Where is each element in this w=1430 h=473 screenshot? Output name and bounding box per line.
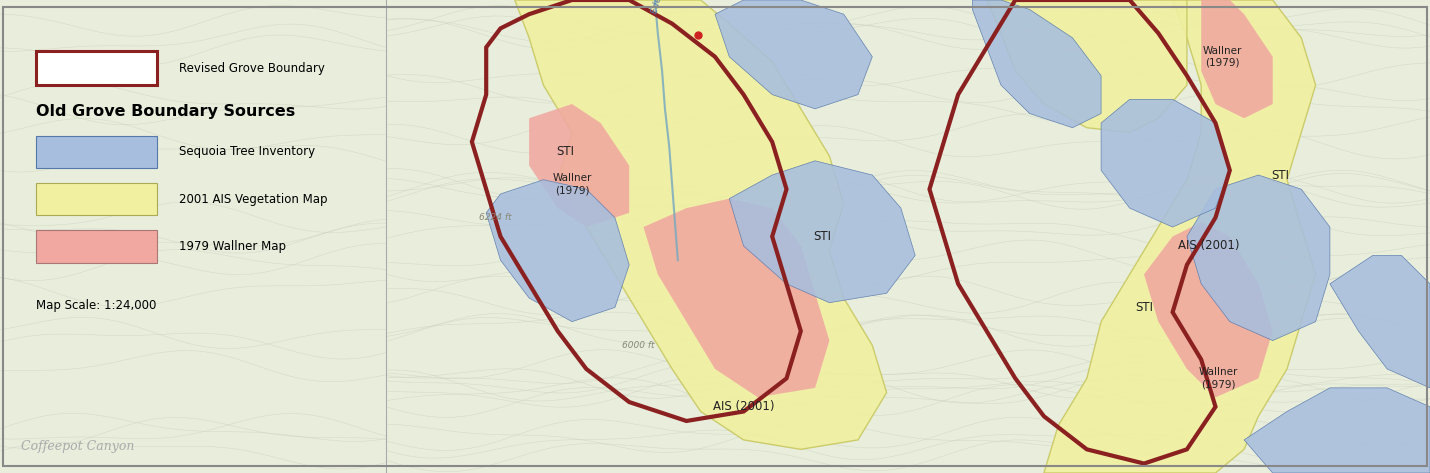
Bar: [36, 183, 157, 215]
Bar: [36, 136, 157, 168]
Text: Revised Grove Boundary: Revised Grove Boundary: [179, 61, 325, 75]
Polygon shape: [715, 0, 872, 109]
Polygon shape: [987, 0, 1187, 132]
Polygon shape: [1187, 175, 1330, 341]
Bar: [36, 51, 157, 85]
Text: 2001 AIS Vegetation Map: 2001 AIS Vegetation Map: [179, 193, 327, 206]
Text: STI: STI: [1271, 168, 1288, 182]
Bar: [36, 230, 157, 263]
Polygon shape: [1330, 255, 1430, 388]
Text: Wallner
(1979): Wallner (1979): [1203, 45, 1243, 68]
Bar: [0, 0, 386, 473]
Text: STI: STI: [556, 145, 573, 158]
Polygon shape: [529, 104, 629, 227]
Text: Coffeepot Canyon: Coffeepot Canyon: [21, 440, 134, 454]
Polygon shape: [1101, 99, 1230, 227]
Text: AIS (2001): AIS (2001): [712, 400, 775, 413]
Text: 1979 Wallner Map: 1979 Wallner Map: [179, 240, 286, 253]
Polygon shape: [1244, 388, 1430, 473]
Polygon shape: [729, 161, 915, 303]
Text: 6000 ft: 6000 ft: [622, 341, 655, 350]
Polygon shape: [1201, 0, 1273, 118]
Text: Wallner
(1979): Wallner (1979): [552, 173, 592, 196]
Text: 6224 ft: 6224 ft: [479, 213, 512, 222]
Text: STI: STI: [1135, 301, 1153, 314]
Text: AIS (2001): AIS (2001): [1177, 239, 1240, 253]
Polygon shape: [486, 180, 629, 322]
Text: Map Scale: 1:24,000: Map Scale: 1:24,000: [36, 298, 156, 312]
Text: Eden Cr.: Eden Cr.: [651, 0, 668, 14]
Polygon shape: [1044, 0, 1316, 473]
Polygon shape: [1144, 222, 1273, 397]
Polygon shape: [972, 0, 1101, 128]
Text: Sequoia Tree Inventory: Sequoia Tree Inventory: [179, 145, 315, 158]
Text: Old Grove Boundary Sources: Old Grove Boundary Sources: [36, 104, 295, 119]
Text: Wallner
(1979): Wallner (1979): [1198, 367, 1238, 390]
Text: STI: STI: [814, 230, 831, 243]
Polygon shape: [515, 0, 887, 449]
Polygon shape: [644, 199, 829, 397]
